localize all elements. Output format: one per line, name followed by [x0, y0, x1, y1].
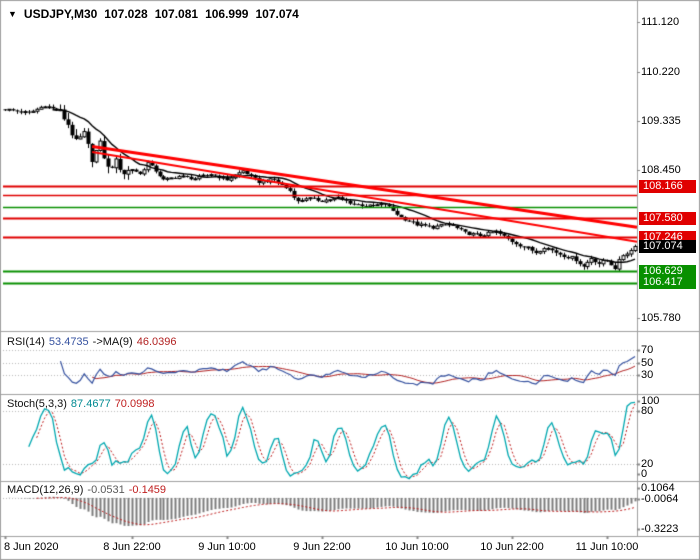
rsi-indicator-label: RSI(14) 53.4735 ->MA(9) 46.0396: [7, 336, 180, 348]
macd-name: MACD(12,26,9): [7, 484, 84, 496]
axis-tick-label: 0.1064: [641, 482, 675, 494]
ohlc-open-value: 107.028: [104, 7, 148, 21]
stoch-name: Stoch(5,3,3): [7, 398, 67, 410]
axis-tick-label: 0: [641, 468, 648, 480]
chart-marker-icon: ▼: [8, 9, 17, 19]
axis-tick-label: 110.220: [641, 66, 680, 78]
ohlc-low-value: 106.999: [205, 7, 249, 21]
macd-signal-value: -0.1459: [128, 484, 167, 496]
rsi-ma-value: 46.0396: [136, 336, 177, 348]
time-tick-label: 9 Jun 22:00: [293, 541, 351, 553]
axis-tick-label: -0.3223: [641, 523, 679, 535]
rsi-ma-name: ->MA(9): [92, 336, 133, 348]
rsi-value: 53.4735: [48, 336, 89, 348]
axis-tick-label: 20: [641, 458, 654, 470]
time-tick-label: 10 Jun 22:00: [480, 541, 544, 553]
rsi-name: RSI(14): [7, 336, 45, 348]
time-tick-label: 11 Jun 10:00: [575, 541, 639, 553]
price-level-badge: 107.580: [639, 212, 696, 225]
axis-tick-label: 70: [641, 344, 654, 356]
axis-tick-label: 30: [641, 369, 654, 381]
price-level-badge: 106.417: [639, 276, 696, 289]
price-level-badge: 106.629: [639, 265, 696, 278]
time-tick-label: 8 Jun 22:00: [103, 541, 161, 553]
axis-tick-label: 50: [641, 357, 654, 369]
stoch-k-value: 87.4677: [70, 398, 111, 410]
time-tick-label: 10 Jun 10:00: [385, 541, 449, 553]
ohlc-close-value: 107.074: [255, 7, 299, 21]
macd-indicator-label: MACD(12,26,9) -0.0531 -0.1459: [7, 484, 170, 496]
stoch-d-value: 70.0998: [114, 398, 155, 410]
price-level-badge: 108.166: [639, 180, 696, 193]
symbol-timeframe-label: USDJPY,M30: [23, 7, 98, 21]
axis-tick-label: 100: [641, 395, 660, 407]
macd-value: -0.0531: [87, 484, 125, 496]
time-tick-label: 9 Jun 10:00: [198, 541, 256, 553]
axis-tick-label: -0.0064: [641, 493, 679, 505]
ohlc-high-value: 107.081: [154, 7, 199, 21]
axis-tick-label: 108.450: [641, 164, 681, 176]
axis-tick-label: 111.120: [641, 16, 680, 28]
chart-info-bar: ▼ USDJPY,M30 107.028 107.081 106.999 107…: [8, 7, 299, 21]
axis-tick-label: 105.780: [641, 312, 681, 324]
price-level-badge: 107.074: [639, 240, 696, 253]
axis-tick-label: 109.335: [641, 115, 681, 127]
stoch-indicator-label: Stoch(5,3,3) 87.4677 70.0998: [7, 398, 158, 410]
time-tick-label: 8 Jun 2020: [4, 541, 59, 553]
axis-tick-label: 80: [641, 405, 654, 417]
